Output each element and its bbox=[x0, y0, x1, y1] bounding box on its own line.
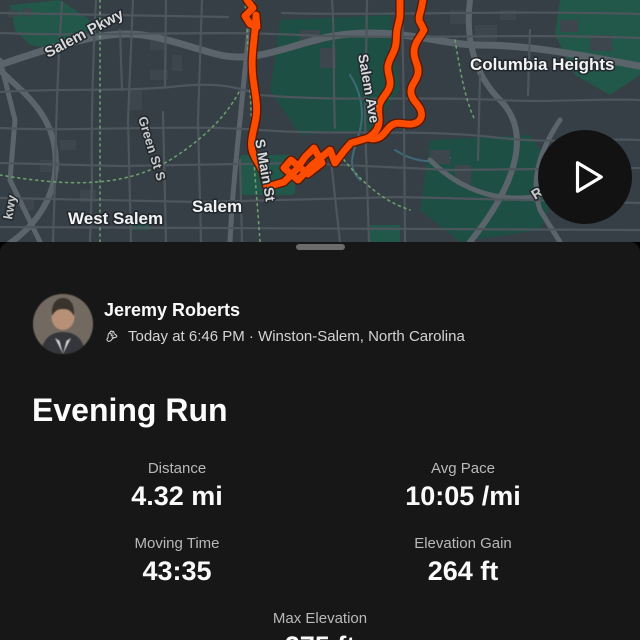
svg-text:Columbia Heights: Columbia Heights bbox=[470, 55, 615, 74]
svg-text:Salem: Salem bbox=[192, 197, 242, 216]
svg-text:West Salem: West Salem bbox=[68, 209, 163, 228]
